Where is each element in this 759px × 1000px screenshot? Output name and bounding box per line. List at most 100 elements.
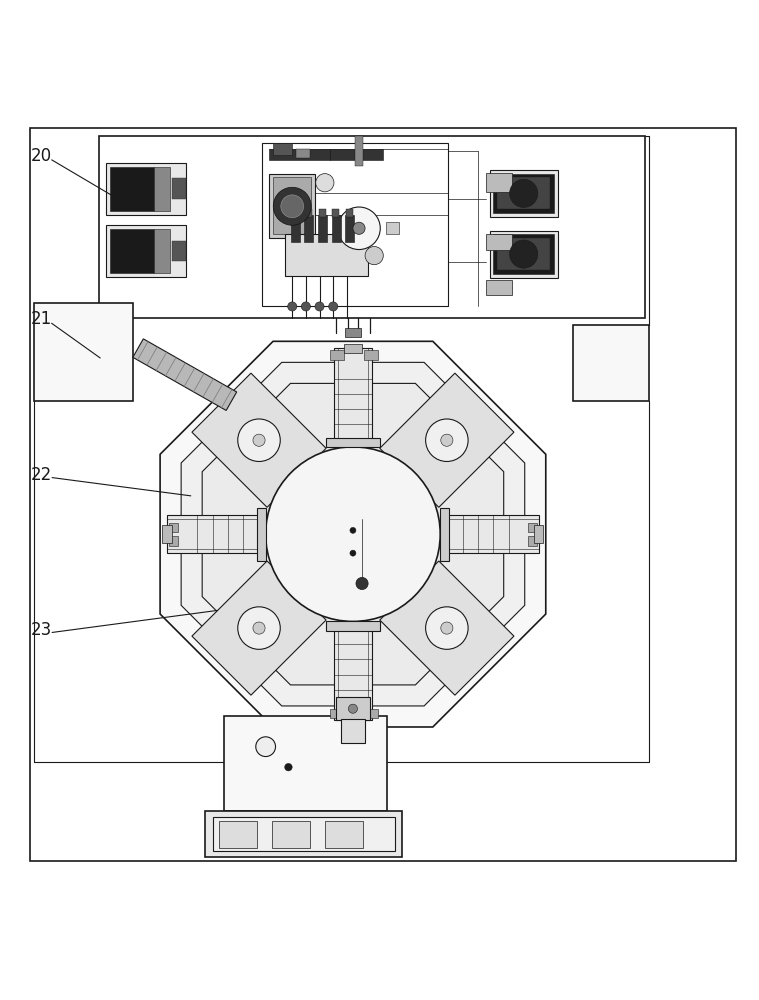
Bar <box>490 231 558 278</box>
Bar <box>304 215 313 242</box>
Bar <box>486 234 512 250</box>
Text: 21: 21 <box>30 310 52 328</box>
Circle shape <box>426 419 468 461</box>
Bar <box>332 215 341 242</box>
Bar <box>172 178 186 199</box>
Bar <box>493 174 554 213</box>
Bar <box>154 167 170 211</box>
Circle shape <box>353 222 365 234</box>
Bar <box>273 143 292 155</box>
Bar <box>326 438 380 447</box>
Circle shape <box>338 207 380 250</box>
Bar <box>110 167 154 211</box>
Bar <box>162 525 172 543</box>
Bar <box>213 817 395 851</box>
Circle shape <box>509 179 538 207</box>
Bar <box>330 709 344 718</box>
Bar <box>486 173 512 192</box>
Bar <box>269 149 383 160</box>
Polygon shape <box>133 339 237 410</box>
Bar <box>346 209 353 217</box>
Text: 20: 20 <box>30 147 52 165</box>
Bar <box>34 303 133 401</box>
Circle shape <box>253 434 265 446</box>
Circle shape <box>441 434 453 446</box>
Text: 23: 23 <box>30 621 52 639</box>
Circle shape <box>256 737 276 757</box>
Bar <box>344 716 362 725</box>
Bar <box>99 136 645 318</box>
Text: 22: 22 <box>30 466 52 484</box>
Circle shape <box>329 302 338 311</box>
Bar <box>341 719 365 743</box>
Bar <box>285 234 368 276</box>
Bar <box>440 508 449 561</box>
Bar <box>332 209 339 217</box>
Bar <box>345 328 361 337</box>
Polygon shape <box>202 383 504 685</box>
Bar <box>493 234 554 274</box>
Bar <box>167 515 266 553</box>
Bar <box>440 515 539 553</box>
Circle shape <box>288 302 297 311</box>
Polygon shape <box>192 373 326 507</box>
Polygon shape <box>160 341 546 727</box>
Bar <box>106 225 186 277</box>
Bar <box>205 811 402 857</box>
Circle shape <box>238 607 280 649</box>
Bar <box>497 238 550 270</box>
Circle shape <box>441 622 453 634</box>
Bar <box>364 350 378 360</box>
Bar <box>106 163 186 215</box>
Polygon shape <box>380 373 514 507</box>
Circle shape <box>350 550 356 556</box>
Bar <box>273 177 311 234</box>
Circle shape <box>266 447 440 621</box>
Bar <box>490 170 558 217</box>
Bar <box>169 536 178 546</box>
Bar <box>224 716 387 811</box>
Polygon shape <box>181 362 524 706</box>
Bar <box>330 350 344 360</box>
Circle shape <box>301 302 310 311</box>
Bar <box>334 621 372 720</box>
Bar <box>262 143 448 306</box>
Bar <box>169 523 178 532</box>
Bar <box>305 209 312 217</box>
Circle shape <box>426 607 468 649</box>
Bar <box>486 280 512 295</box>
Bar <box>257 508 266 561</box>
Circle shape <box>273 187 311 225</box>
Bar <box>573 325 649 401</box>
Bar <box>364 709 378 718</box>
Bar <box>110 229 154 273</box>
Bar <box>296 149 310 158</box>
Bar <box>528 523 537 532</box>
Bar <box>291 209 298 217</box>
Polygon shape <box>380 561 514 695</box>
Circle shape <box>356 577 368 590</box>
Circle shape <box>350 527 356 533</box>
Bar <box>326 621 380 631</box>
Bar <box>219 821 257 848</box>
Bar <box>386 222 399 234</box>
Bar <box>172 241 186 261</box>
Circle shape <box>348 704 357 713</box>
Circle shape <box>281 195 304 218</box>
Bar <box>318 215 327 242</box>
Bar <box>344 344 362 353</box>
Circle shape <box>253 622 265 634</box>
Circle shape <box>365 246 383 265</box>
Bar <box>334 348 372 447</box>
Bar <box>345 215 354 242</box>
Bar <box>336 697 370 720</box>
Bar <box>291 215 300 242</box>
Circle shape <box>315 302 324 311</box>
Bar <box>528 536 537 546</box>
Bar <box>269 174 315 238</box>
Bar <box>497 177 550 209</box>
Circle shape <box>285 763 292 771</box>
Bar <box>325 821 363 848</box>
Polygon shape <box>192 561 326 695</box>
Circle shape <box>238 419 280 461</box>
